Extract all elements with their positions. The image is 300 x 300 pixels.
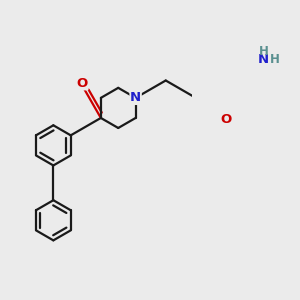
Text: H: H	[259, 45, 269, 58]
Text: N: N	[258, 53, 269, 66]
Text: O: O	[76, 77, 88, 90]
Text: O: O	[220, 113, 232, 126]
Text: N: N	[130, 92, 141, 104]
Text: H: H	[270, 53, 280, 66]
